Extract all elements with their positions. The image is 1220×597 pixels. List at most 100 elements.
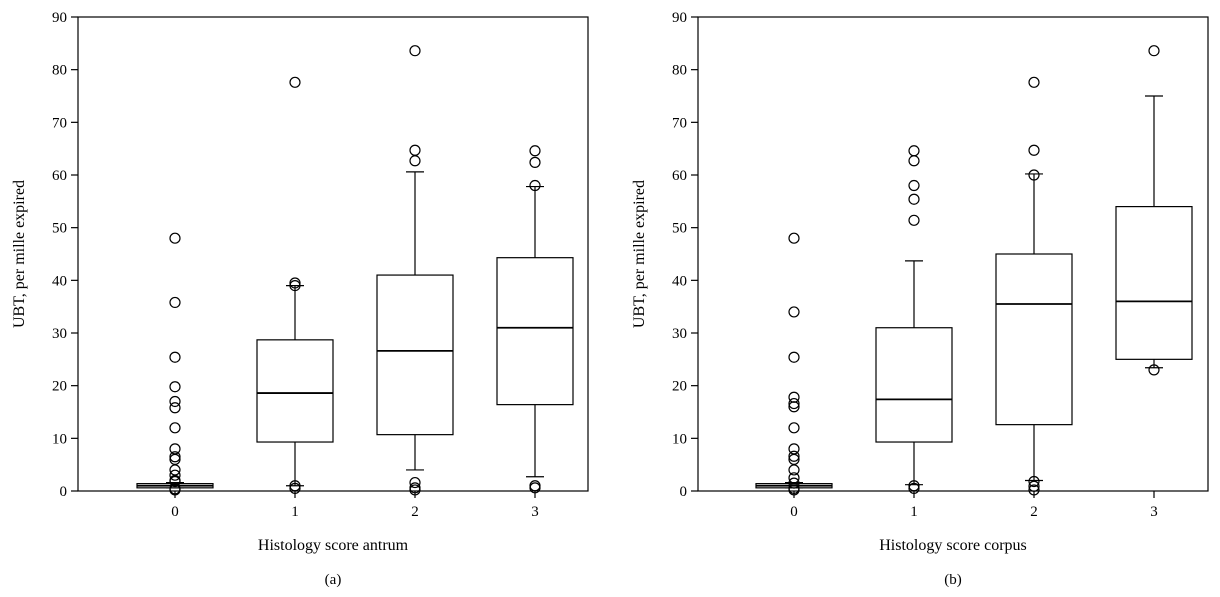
outlier-point xyxy=(409,45,421,57)
box-1 xyxy=(875,145,953,494)
panel-label: (b) xyxy=(944,572,962,588)
outlier-point xyxy=(788,232,800,244)
box-1 xyxy=(256,76,334,494)
outlier-point xyxy=(908,155,920,167)
y-tick-label: 70 xyxy=(672,115,687,131)
y-tick-label: 60 xyxy=(52,168,67,184)
outlier-point xyxy=(908,193,920,205)
outlier-point xyxy=(289,280,301,292)
y-tick-label: 60 xyxy=(672,168,687,184)
x-axis-title: Histology score corpus xyxy=(879,537,1027,554)
x-tick-label: 1 xyxy=(291,504,299,520)
outlier-point xyxy=(169,443,181,455)
outlier-point xyxy=(788,351,800,363)
plot-frame xyxy=(77,16,589,492)
x-tick-label: 1 xyxy=(910,504,918,520)
y-tick-label: 30 xyxy=(52,326,67,342)
y-axis-title: UBT, per mille expired xyxy=(11,180,28,328)
outlier-point xyxy=(1028,144,1040,156)
outlier-point xyxy=(788,464,800,476)
y-tick-label: 50 xyxy=(672,221,687,237)
outlier-point xyxy=(1148,364,1160,376)
plot-frame xyxy=(697,16,1209,492)
outlier-point xyxy=(908,480,920,492)
chart-panel-2: 0 10 20 30 40 50 60 70 80 90 0 1 2 3 UBT, per mille ex… xyxy=(631,10,1209,588)
outlier-point xyxy=(409,144,421,156)
y-tick-label: 20 xyxy=(52,379,67,395)
box-iqr xyxy=(875,327,953,443)
outlier-point xyxy=(289,76,301,88)
outlier-point xyxy=(908,214,920,226)
outlier-point xyxy=(289,482,301,494)
y-tick-label: 40 xyxy=(52,273,67,289)
x-tick-label: 0 xyxy=(790,504,798,520)
y-tick-label: 10 xyxy=(672,431,687,447)
outlier-point xyxy=(169,351,181,363)
outlier-point xyxy=(788,401,800,413)
y-tick-label: 80 xyxy=(52,63,67,79)
outlier-point xyxy=(1028,484,1040,496)
outlier-point xyxy=(908,482,920,494)
x-tick-label: 2 xyxy=(411,504,419,520)
box-2 xyxy=(995,76,1073,496)
outlier-point xyxy=(409,476,421,489)
chart-panel-1: 0 10 20 30 40 50 60 70 80 90 0 1 2 3 UBT, per mille ex… xyxy=(11,10,589,588)
outlier-point xyxy=(529,480,541,492)
box-0 xyxy=(755,232,833,496)
y-tick-label: 20 xyxy=(672,379,687,395)
y-tick-label: 90 xyxy=(52,10,67,26)
x-tick-label: 3 xyxy=(1150,504,1158,520)
outlier-point xyxy=(788,484,800,496)
y-tick-label: 90 xyxy=(672,10,687,26)
x-axis-title: Histology score antrum xyxy=(258,537,409,554)
outlier-point xyxy=(788,450,800,462)
outlier-point xyxy=(788,422,800,434)
outlier-point xyxy=(169,395,181,408)
outlier-point xyxy=(169,402,181,414)
outlier-point xyxy=(169,422,181,434)
x-tick-label: 0 xyxy=(171,504,179,520)
outlier-point xyxy=(169,475,181,488)
y-tick-label: 30 xyxy=(672,326,687,342)
outlier-point xyxy=(289,480,301,492)
outlier-point xyxy=(169,451,181,463)
outlier-point xyxy=(788,306,800,318)
y-tick-label: 0 xyxy=(680,484,688,500)
outlier-point xyxy=(529,156,541,168)
outlier-point xyxy=(1148,45,1160,57)
box-3 xyxy=(1115,45,1193,376)
outlier-point xyxy=(529,145,541,157)
box-iqr xyxy=(1115,206,1193,360)
outlier-point xyxy=(908,145,920,157)
outlier-point xyxy=(169,296,181,309)
y-tick-label: 50 xyxy=(52,221,67,237)
box-iqr xyxy=(496,257,574,406)
outlier-point xyxy=(1028,76,1040,88)
x-tick-label: 3 xyxy=(531,504,539,520)
panel-label: (a) xyxy=(325,572,342,588)
outlier-point xyxy=(1028,480,1040,492)
outlier-point xyxy=(169,469,181,481)
y-tick-label: 0 xyxy=(60,484,68,500)
outlier-point xyxy=(788,477,800,489)
box-iqr xyxy=(376,274,454,436)
outlier-point xyxy=(788,397,800,410)
outlier-point xyxy=(908,179,920,192)
outlier-point xyxy=(289,277,301,289)
outlier-point xyxy=(1028,169,1040,181)
outlier-point xyxy=(169,381,181,393)
box-3 xyxy=(496,145,574,494)
x-tick-label: 2 xyxy=(1030,504,1038,520)
outlier-point xyxy=(169,484,181,496)
y-tick-label: 80 xyxy=(672,63,687,79)
outlier-point xyxy=(409,484,421,496)
box-iqr xyxy=(256,339,334,443)
box-2 xyxy=(376,45,454,496)
y-tick-label: 70 xyxy=(52,115,67,131)
box-0 xyxy=(136,232,214,496)
y-tick-label: 10 xyxy=(52,431,67,447)
outlier-point xyxy=(529,482,541,494)
outlier-point xyxy=(169,453,181,465)
y-tick-label: 40 xyxy=(672,273,687,289)
